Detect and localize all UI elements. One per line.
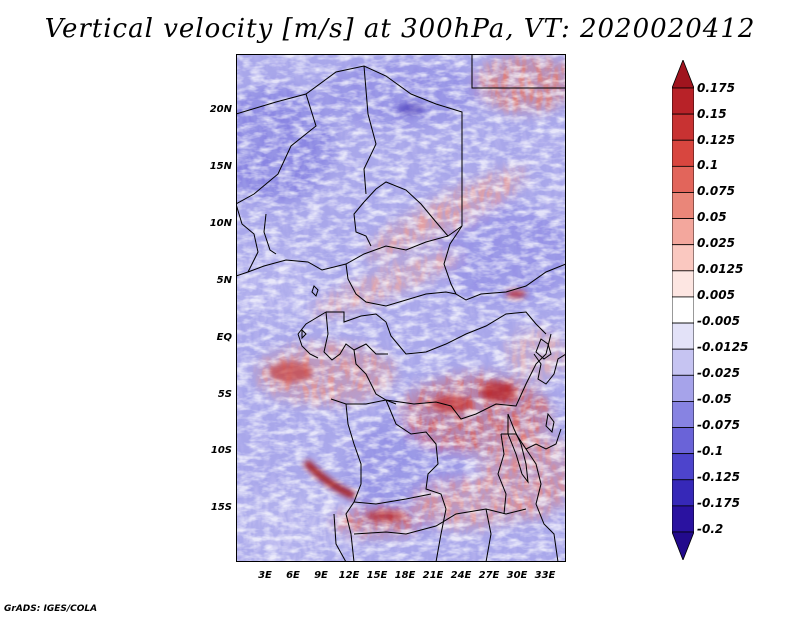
lon-label-18e: 18E xyxy=(394,570,416,581)
colorbar-segment-4 xyxy=(672,165,694,193)
lon-label-27e: 27E xyxy=(478,570,500,581)
colorbar-label-neg-0.0125: -0.0125 xyxy=(697,340,749,354)
lon-label-15e: 15E xyxy=(366,570,388,581)
lat-label-5s: 5S xyxy=(217,389,232,400)
colorbar-segment-10 xyxy=(672,322,694,350)
colorbar-segment-3 xyxy=(672,139,694,167)
lon-label-33e: 33E xyxy=(534,570,556,581)
lat-label-10n: 10N xyxy=(209,218,232,229)
colorbar-segment-9 xyxy=(672,296,694,324)
colorbar-label-neg-0.1: -0.1 xyxy=(697,444,724,458)
colorbar-label-0.175: 0.175 xyxy=(697,81,735,95)
colorbar-segment-13 xyxy=(672,401,694,428)
colorbar-segment-12 xyxy=(672,374,694,402)
lon-label-3e: 3E xyxy=(258,570,272,581)
colorbar-label-neg-0.2: -0.2 xyxy=(697,522,724,536)
colorbar-label-0.125: 0.125 xyxy=(697,133,735,147)
strong-features xyxy=(269,103,526,522)
colorbar-segment-11 xyxy=(672,348,694,376)
colorbar-segment-6 xyxy=(672,218,694,246)
colorbar-segment-15 xyxy=(672,453,694,481)
colorbar-segment-0 xyxy=(672,60,694,89)
lakes xyxy=(301,285,555,484)
lon-label-12e: 12E xyxy=(338,570,360,581)
lat-label-15n: 15N xyxy=(209,161,232,172)
colorbar-label-0.15: 0.15 xyxy=(697,107,727,121)
country-boundaries xyxy=(236,54,566,562)
lon-label-30e: 30E xyxy=(506,570,528,581)
colorbar-segment-16 xyxy=(672,479,694,507)
colorbar-label-neg-0.075: -0.075 xyxy=(697,418,740,432)
colorbar-label-0.005: 0.005 xyxy=(697,288,735,302)
colorbar-label-0.1: 0.1 xyxy=(697,158,719,172)
colorbar-segment-2 xyxy=(672,113,694,141)
colorbar xyxy=(672,60,694,560)
colorbar-label-neg-0.025: -0.025 xyxy=(697,366,740,380)
colorbar-label-neg-0.005: -0.005 xyxy=(697,314,740,328)
colorbar-segment-18 xyxy=(672,531,694,560)
colorbar-segment-8 xyxy=(672,270,694,298)
lat-label-20n: 20N xyxy=(209,104,232,115)
map-frame xyxy=(236,54,566,562)
colorbar-label-neg-0.125: -0.125 xyxy=(697,470,740,484)
colorbar-segment-5 xyxy=(672,192,694,219)
colorbar-segment-7 xyxy=(672,244,694,272)
map-title: Vertical velocity [m/s] at 300hPa, VT: 2… xyxy=(44,14,756,44)
colorbar-label-0.025: 0.025 xyxy=(697,236,735,250)
lon-label-21e: 21E xyxy=(422,570,444,581)
lon-label-6e: 6E xyxy=(286,570,300,581)
colorbar-label-neg-0.175: -0.175 xyxy=(697,496,740,510)
lon-label-9e: 9E xyxy=(314,570,328,581)
footer-credit: GrADS: IGES/COLA xyxy=(4,604,98,614)
colorbar-segment-1 xyxy=(672,87,694,115)
lat-label-10s: 10S xyxy=(210,445,232,456)
colorbar-segment-17 xyxy=(672,505,694,533)
vertical-velocity-map xyxy=(236,54,566,562)
colorbar-label-0.05: 0.05 xyxy=(697,210,727,224)
lat-label-5n: 5N xyxy=(216,275,232,286)
colorbar-segment-14 xyxy=(672,427,694,455)
lat-label-15s: 15S xyxy=(210,502,232,513)
lat-label-eq: EQ xyxy=(216,332,232,343)
colorbar-label-neg-0.05: -0.05 xyxy=(697,392,732,406)
colorbar-label-0.075: 0.075 xyxy=(697,184,735,198)
colorbar-label-0.0125: 0.0125 xyxy=(697,262,744,276)
lon-label-24e: 24E xyxy=(450,570,472,581)
